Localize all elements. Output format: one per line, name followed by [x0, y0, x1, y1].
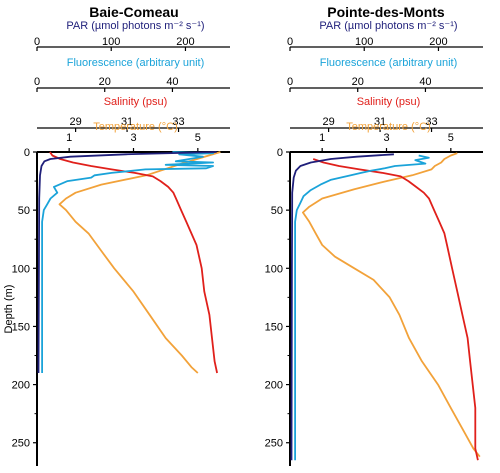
tick-label: 100	[102, 36, 120, 48]
top-axis-fluorescence: Fluorescence (arbitrary unit) 0 20 40	[34, 57, 230, 92]
tick-label: 33	[172, 116, 184, 128]
axis-label: PAR (µmol photons m⁻² s⁻¹)	[66, 20, 204, 32]
depth-tick-label: 250	[265, 438, 283, 450]
axis-label: PAR (µmol photons m⁻² s⁻¹)	[319, 20, 457, 32]
tick-label: 5	[195, 132, 201, 144]
top-axis-salinity: Salinity (psu) 29 31 33	[290, 96, 483, 132]
tick-label: 5	[448, 132, 454, 144]
tick-label: 0	[287, 36, 293, 48]
series-fluorescence	[41, 151, 215, 373]
tick-label: 0	[34, 36, 40, 48]
depth-tick-label: 100	[12, 263, 30, 275]
depth-axis-label: Depth (m)	[3, 285, 15, 334]
depth-tick-label: 50	[271, 205, 283, 217]
tick-label: 1	[319, 132, 325, 144]
top-axis-par: PAR (µmol photons m⁻² s⁻¹) 0 100 200	[287, 20, 483, 51]
depth-tick-label: 200	[265, 380, 283, 392]
depth-tick-label: 0	[277, 147, 283, 159]
depth-tick-label: 100	[265, 263, 283, 275]
depth-tick-label: 250	[12, 438, 30, 450]
axis-label: Fluorescence (arbitrary unit)	[320, 57, 458, 69]
top-axis-par: PAR (µmol photons m⁻² s⁻¹) 0 100 200	[34, 20, 230, 51]
tick-label: 31	[121, 116, 133, 128]
axis-label: Temperature (°C)	[346, 121, 430, 133]
panel-title: Baie-Comeau	[89, 4, 178, 20]
series-salinity	[312, 158, 479, 461]
top-axis-fluorescence: Fluorescence (arbitrary unit) 0 20 40	[287, 57, 483, 92]
tick-label: 100	[355, 36, 373, 48]
top-axis-temperature: Temperature (°C) 1 3 5	[319, 121, 454, 144]
tick-label: 0	[287, 76, 293, 88]
depth-tick-label: 150	[265, 321, 283, 333]
tick-label: 0	[34, 76, 40, 88]
top-axis-salinity: Salinity (psu) 29 31 33	[37, 96, 230, 132]
series-fluorescence	[294, 154, 430, 461]
axis-label: Salinity (psu)	[104, 96, 168, 108]
tick-label: 29	[69, 116, 81, 128]
top-axis-temperature: Temperature (°C) 1 3 5	[66, 121, 201, 144]
depth-tick-label: 150	[12, 321, 30, 333]
depth-tick-label: 200	[12, 380, 30, 392]
series-temperature	[58, 151, 221, 374]
series-temperature	[301, 152, 481, 458]
tick-label: 20	[352, 76, 364, 88]
tick-label: 200	[429, 36, 447, 48]
series-par	[290, 153, 394, 461]
series-salinity	[49, 151, 218, 374]
tick-label: 1	[66, 132, 72, 144]
tick-label: 29	[322, 116, 334, 128]
series-par	[37, 151, 217, 374]
tick-label: 3	[383, 132, 389, 144]
tick-label: 40	[166, 76, 178, 88]
panel-title: Pointe-des-Monts	[327, 4, 445, 20]
tick-label: 33	[425, 116, 437, 128]
depth-tick-label: 0	[24, 147, 30, 159]
axis-label: Temperature (°C)	[93, 121, 177, 133]
tick-label: 20	[99, 76, 111, 88]
tick-label: 31	[374, 116, 386, 128]
tick-label: 3	[130, 132, 136, 144]
tick-label: 200	[176, 36, 194, 48]
tick-label: 40	[419, 76, 431, 88]
depth-tick-label: 50	[18, 205, 30, 217]
axis-label: Salinity (psu)	[357, 96, 421, 108]
axis-label: Fluorescence (arbitrary unit)	[67, 57, 205, 69]
